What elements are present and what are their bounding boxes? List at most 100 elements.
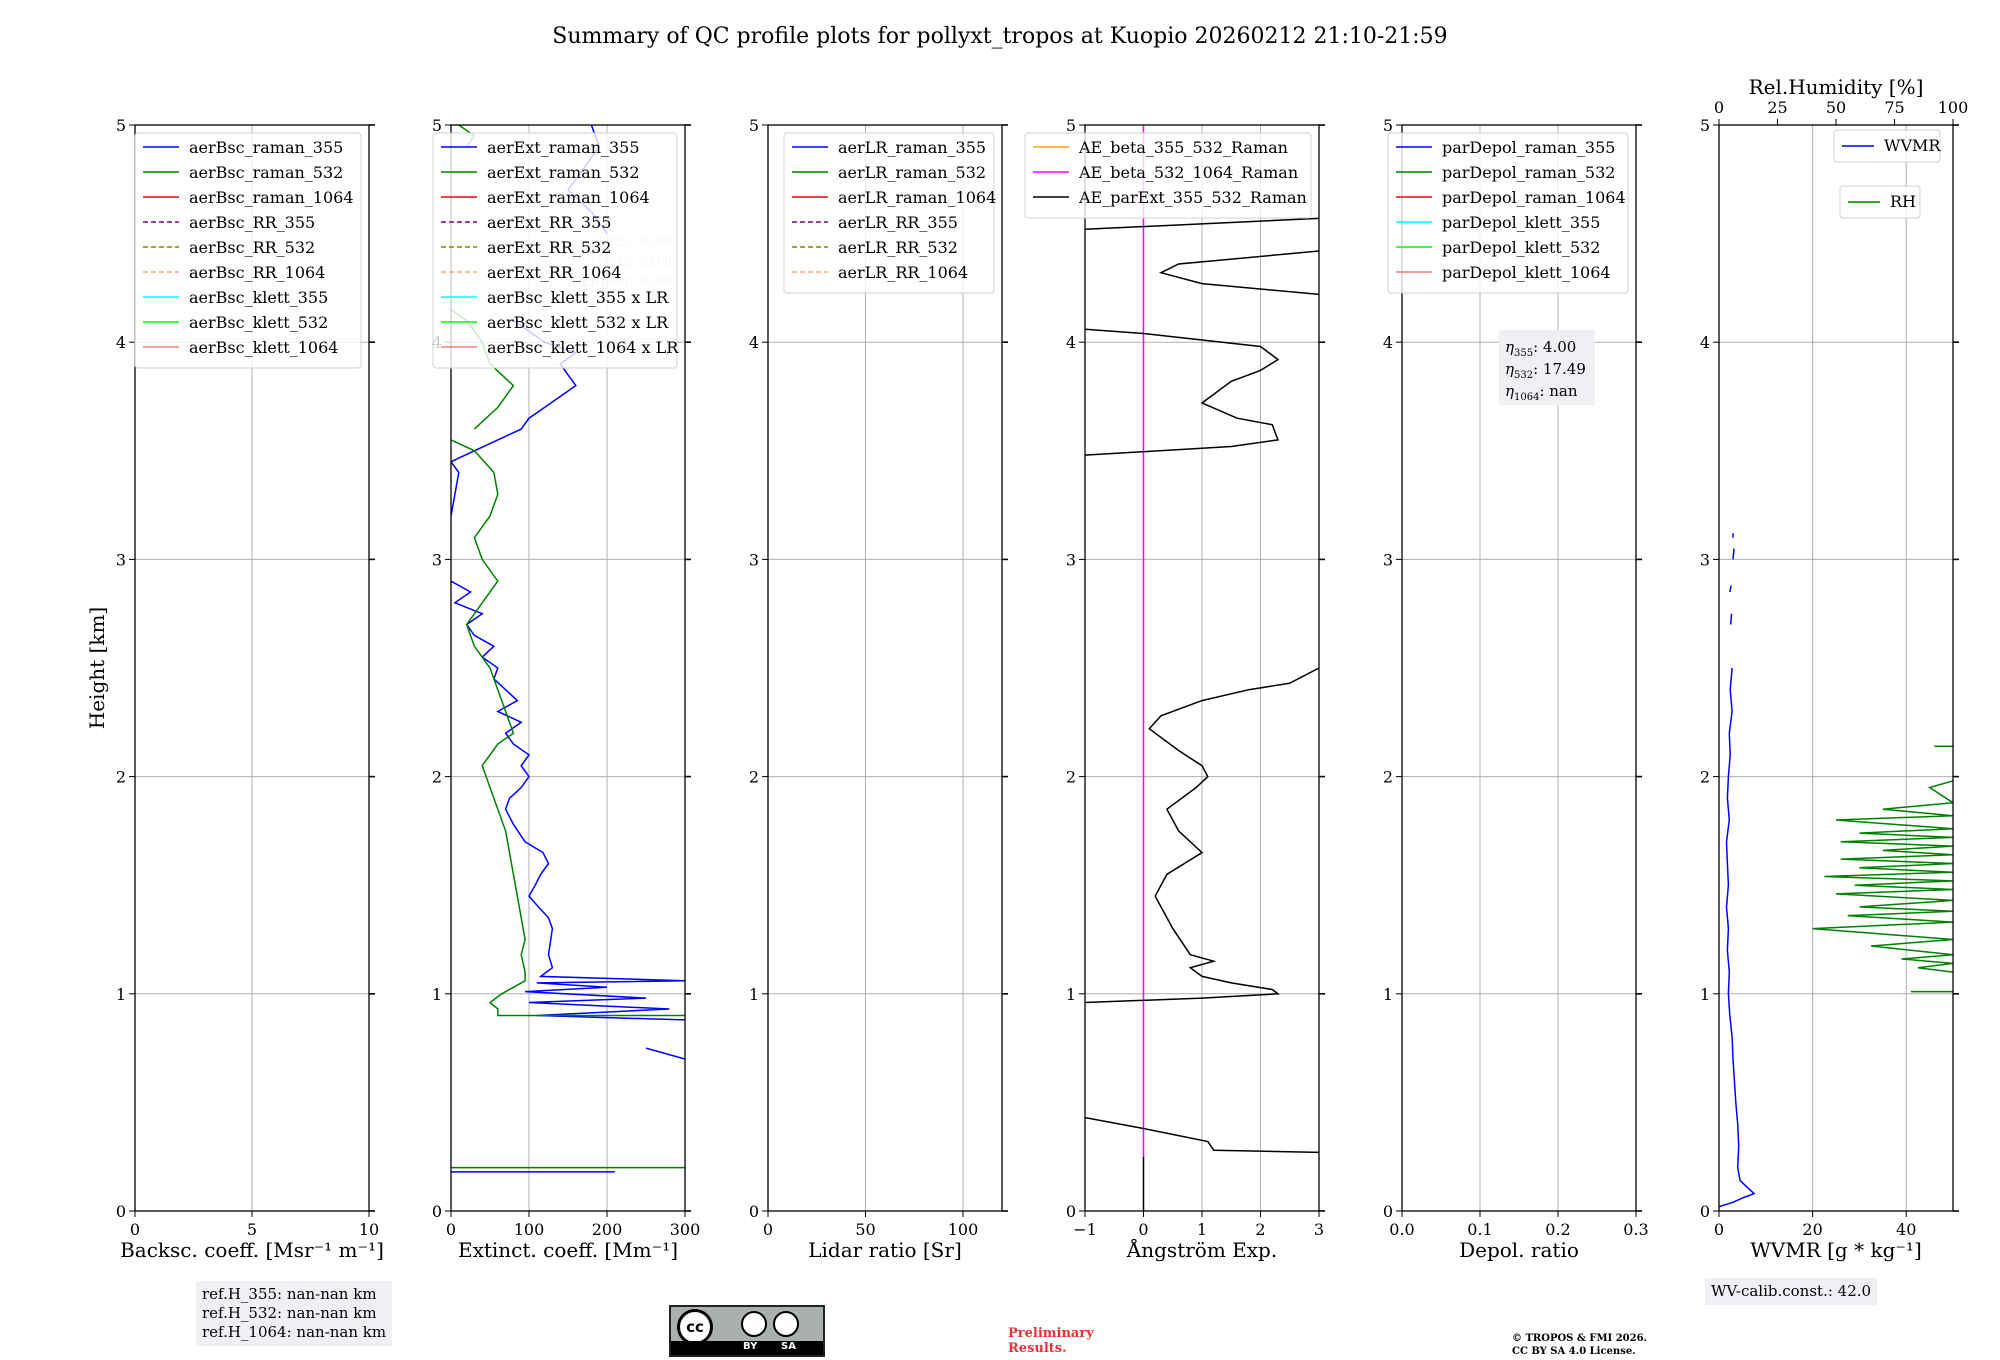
legend-box-ext	[432, 132, 678, 369]
series-line-ext-1	[451, 125, 685, 1169]
x-tick-label-lr-0: 0	[763, 1220, 773, 1239]
ref-height-1064: ref.H_1064: nan-nan km	[202, 1323, 387, 1341]
x-tick-label-wv-0: 0	[1714, 1220, 1724, 1239]
cc-license-badge: cc BY SA	[669, 1305, 825, 1357]
x-tick-label-depol-0: 0.0	[1389, 1220, 1414, 1239]
y-axis-label-bsc: Height [km]	[85, 607, 109, 729]
attribution-icon	[741, 1311, 767, 1337]
axes-frame-depol	[1401, 124, 1637, 1212]
top-x-tick-label-wv-1: 25	[1767, 98, 1787, 117]
cc-sa-label: SA	[781, 1341, 796, 1352]
legend-label-ext-4: aerExt_RR_532	[487, 238, 611, 257]
y-tick-label-ae-2: 2	[1066, 768, 1076, 787]
legend-label-depol-5: parDepol_klett_1064	[1442, 263, 1611, 282]
x-axis-label-ext: Extinct. coeff. [Mm⁻¹]	[458, 1238, 678, 1262]
legend-label-ext-1: aerExt_raman_532	[487, 163, 640, 182]
y-tick-label-ae-5: 5	[1066, 116, 1076, 135]
top-x-tick-label-wv-2: 50	[1826, 98, 1846, 117]
axes-frame-lr	[767, 124, 1003, 1212]
x-tick-label-depol-3: 0.3	[1623, 1220, 1648, 1239]
legend-label-depol-4: parDepol_klett_532	[1442, 238, 1600, 257]
x-tick-label-ae-3: 2	[1255, 1220, 1265, 1239]
axes-frame-wv	[1718, 124, 1954, 1212]
y-tick-label-bsc-1: 1	[116, 985, 126, 1004]
subplot-depol: 0.0 0.1 0.2 0.3 0 1 2 3 4 5 Depol. ratio parDepol_r…	[1383, 116, 1649, 1262]
y-tick-label-bsc-0: 0	[116, 1202, 126, 1221]
legend-label-wv-0: WVMR	[1884, 136, 1941, 155]
copyright-line-2: CC BY SA 4.0 License.	[1512, 1346, 1636, 1357]
y-tick-label-ae-3: 3	[1066, 550, 1076, 569]
x-axis-label-ae: Ångström Exp.	[1126, 1237, 1277, 1262]
eta-note-532: η532: 17.49	[1505, 360, 1586, 381]
x-tick-label-ext-2: 200	[592, 1220, 623, 1239]
legend-label-bsc-6: aerBsc_klett_355	[189, 288, 328, 307]
preliminary-line-2: Results.	[1008, 1341, 1067, 1356]
x-axis-label-wv: WVMR [g * kg⁻¹]	[1750, 1238, 1922, 1262]
x-tick-label-bsc-2: 10	[359, 1220, 379, 1239]
y-tick-label-lr-2: 2	[749, 768, 759, 787]
legend-label-ext-2: aerExt_raman_1064	[487, 188, 650, 207]
x-axis-label-bsc: Backsc. coeff. [Msr⁻¹ m⁻¹]	[120, 1238, 384, 1262]
x-tick-label-ext-0: 0	[446, 1220, 456, 1239]
y-tick-label-depol-5: 5	[1383, 116, 1393, 135]
y-tick-label-ae-1: 1	[1066, 985, 1076, 1004]
x-axis-label-lr: Lidar ratio [Sr]	[808, 1238, 962, 1262]
legend-label-wv-1: RH	[1890, 192, 1916, 211]
series-line-ae-2	[1085, 217, 1319, 1154]
y-tick-label-ae-4: 4	[1066, 333, 1076, 352]
series-line-ext-0	[451, 125, 685, 1173]
wv-calibration-constant: WV-calib.const.: 42.0	[1711, 1282, 1872, 1300]
y-tick-label-wv-1: 1	[1700, 985, 1710, 1004]
y-tick-label-wv-5: 5	[1700, 116, 1710, 135]
y-tick-label-wv-2: 2	[1700, 768, 1710, 787]
x-tick-label-ae-4: 3	[1314, 1220, 1324, 1239]
figure-title: Summary of QC profile plots for pollyxt_…	[552, 24, 1448, 49]
x-tick-label-wv-1: 20	[1802, 1220, 1822, 1239]
legend-label-depol-3: parDepol_klett_355	[1442, 213, 1600, 232]
y-tick-label-bsc-3: 3	[116, 550, 126, 569]
cc-icon: cc	[677, 1309, 713, 1345]
share-alike-icon	[773, 1311, 799, 1337]
x-tick-label-ae-0: −1	[1073, 1220, 1097, 1239]
legend-label-ae-0: AE_beta_355_532_Raman	[1078, 138, 1288, 157]
x-tick-label-lr-1: 50	[855, 1220, 875, 1239]
legend-label-ext-0: aerExt_raman_355	[487, 138, 640, 157]
subplot-ext: 0100200300012345Extinct. coeff. [Mm⁻¹]LR…	[432, 116, 700, 1262]
y-tick-label-wv-3: 3	[1700, 550, 1710, 569]
ref-height-532: ref.H_532: nan-nan km	[202, 1304, 377, 1322]
x-axis-label-depol: Depol. ratio	[1459, 1238, 1579, 1262]
y-tick-label-ext-3: 3	[432, 550, 442, 569]
legend-label-ext-5: aerExt_RR_1064	[487, 263, 622, 282]
legend-label-ext-7: aerBsc_klett_532 x LR	[487, 313, 669, 332]
x-tick-label-depol-2: 0.2	[1545, 1220, 1570, 1239]
x-tick-label-ae-1: 0	[1138, 1220, 1148, 1239]
x-tick-label-ext-3: 300	[670, 1220, 701, 1239]
x-tick-label-bsc-0: 0	[130, 1220, 140, 1239]
cc-by-label: BY	[743, 1341, 758, 1352]
legend-label-lr-2: aerLR_raman_1064	[838, 188, 996, 207]
y-tick-label-wv-0: 0	[1700, 1202, 1710, 1221]
legend-label-ext-6: aerBsc_klett_355 x LR	[487, 288, 669, 307]
legend-label-lr-1: aerLR_raman_532	[838, 163, 986, 182]
reference-height-box: ref.H_355: nan-nan km ref.H_532: nan-nan…	[196, 1281, 393, 1346]
y-tick-label-lr-0: 0	[749, 1202, 759, 1221]
eta-note-1064: η1064: nan	[1505, 382, 1578, 403]
y-tick-label-ext-1: 1	[432, 985, 442, 1004]
preliminary-line-1: Preliminary	[1008, 1326, 1094, 1341]
legend-box-wv-0	[1833, 129, 1941, 163]
cc-badge-strip: BY SA	[671, 1341, 823, 1355]
series-line-wv-0	[1719, 533, 1756, 1208]
legend-label-bsc-0: aerBsc_raman_355	[189, 138, 343, 157]
legend-label-ext-3: aerExt_RR_355	[487, 213, 611, 232]
top-x-tick-label-wv-3: 75	[1884, 98, 1904, 117]
legend-box-ae	[1024, 132, 1312, 219]
legend-label-depol-0: parDepol_raman_355	[1442, 138, 1615, 157]
legend-label-bsc-1: aerBsc_raman_532	[189, 163, 343, 182]
subplot-wv: 0 20 40 0 1 2 3 4 5 WVMR [g * kg⁻¹] 0 25 50 75 100 Rel.…	[1700, 75, 1968, 1262]
legend-label-ae-2: AE_parExt_355_532_Raman	[1078, 188, 1307, 207]
x-tick-label-lr-2: 100	[948, 1220, 979, 1239]
copyright-note: © TROPOS & FMI 2026. CC BY SA 4.0 Licens…	[1512, 1332, 1772, 1358]
legend-box-lr	[783, 132, 995, 294]
y-tick-label-depol-4: 4	[1383, 333, 1393, 352]
